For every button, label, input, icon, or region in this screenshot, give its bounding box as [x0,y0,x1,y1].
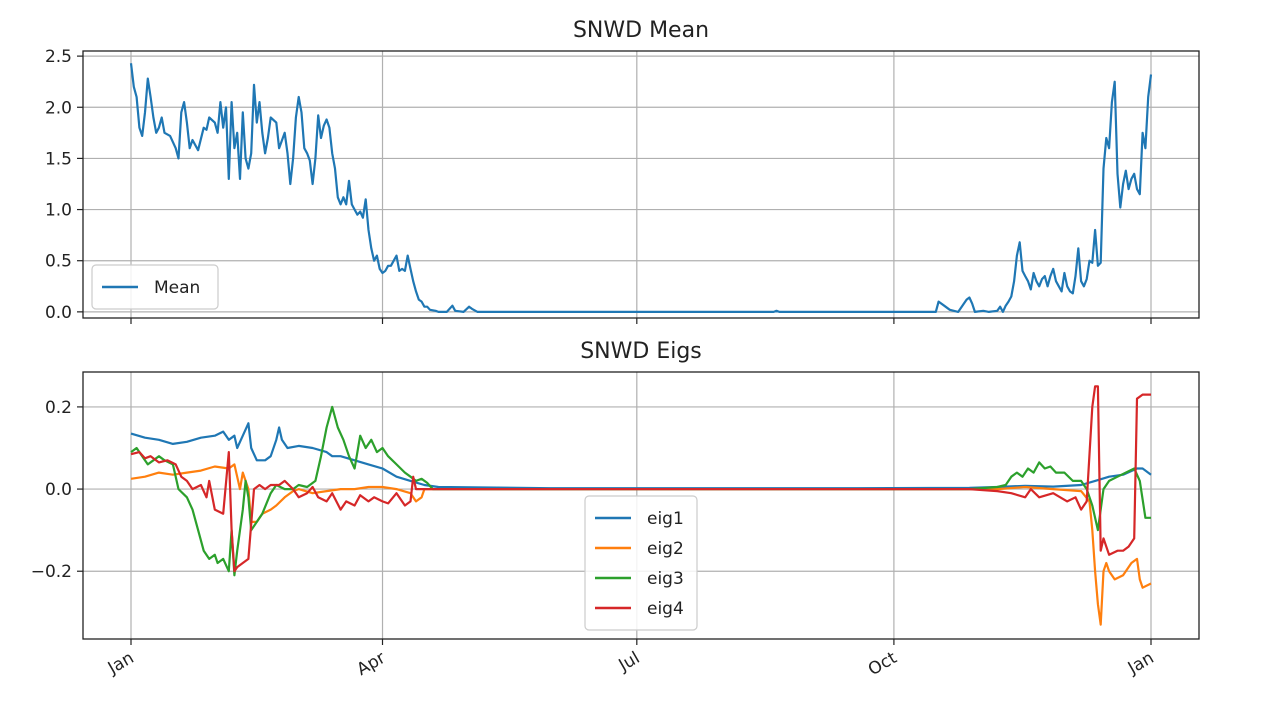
legend-label-eig2: eig2 [647,539,684,559]
mean-panel: 0.0 0.5 1.0 1.5 2.0 2.5 SNWD Mean Mean [45,18,1200,324]
legend: Mean [91,264,219,310]
y-tick-label: −0.2 [31,562,72,582]
legend-label-eig3: eig3 [647,569,684,589]
y-tick-label: 1.5 [45,149,72,169]
y-tick-label: 0.2 [45,398,72,418]
y-tick-label: 1.0 [45,201,72,221]
y-tick-label: 2.0 [45,98,72,118]
series-line-eig1 [130,422,1152,490]
x-tick-label: Apr [354,648,389,680]
legend-box [584,495,698,631]
legend-label-eig4: eig4 [647,599,684,619]
axes-frame [82,50,1200,319]
y-tick-label: 2.5 [45,47,72,67]
legend-label-eig1: eig1 [647,509,684,529]
x-tick-label: Oct [865,648,901,680]
series-line-eig4 [130,385,1151,573]
legend: eig1 eig2 eig3 eig4 [584,495,698,631]
x-tick-label: Jan [104,648,138,679]
y-tick-label: 0.0 [45,480,72,500]
chart-title: SNWD Eigs [580,339,702,364]
x-tick-label: Jul [615,648,644,676]
y-tick-label: 0.0 [45,303,72,323]
chart-title: SNWD Mean [573,18,709,43]
axes-frame [82,371,1200,640]
series-line-eig3 [130,405,1151,577]
legend-label-Mean: Mean [154,278,200,298]
plot-area [83,51,1199,318]
legend-box [91,264,219,310]
x-tick-label: Jan [1124,648,1158,679]
y-tick-label: 0.5 [45,252,72,272]
series-line-Mean [129,63,1153,313]
